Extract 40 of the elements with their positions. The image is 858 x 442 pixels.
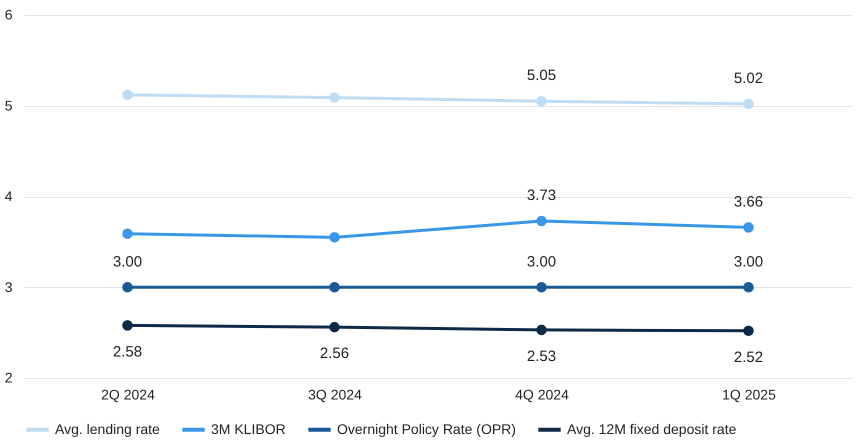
point xyxy=(329,232,340,243)
x-tick-label: 2Q 2024 xyxy=(101,386,156,402)
data-label: 5.02 xyxy=(734,70,764,87)
data-label: 3.66 xyxy=(734,193,764,210)
legend-label: Overnight Policy Rate (OPR) xyxy=(337,420,516,437)
point xyxy=(329,322,340,332)
data-label: 2.58 xyxy=(112,343,142,360)
point xyxy=(122,90,133,100)
point xyxy=(743,326,754,336)
data-label: 3.00 xyxy=(112,253,142,270)
y-tick-label: 5 xyxy=(4,97,13,114)
y-tick-label: 6 xyxy=(4,6,13,22)
point xyxy=(536,216,547,226)
point xyxy=(122,320,133,331)
point xyxy=(329,282,340,292)
point xyxy=(536,96,547,106)
data-label: 2.56 xyxy=(320,345,350,362)
data-label: 3.73 xyxy=(526,187,556,204)
point xyxy=(122,282,133,292)
point xyxy=(536,282,547,292)
y-tick-label: 2 xyxy=(4,370,13,386)
point xyxy=(743,98,754,110)
data-label: 2.52 xyxy=(734,348,764,366)
x-tick-label: 4Q 2024 xyxy=(515,386,570,402)
legend-label: 3M KLIBOR xyxy=(211,420,286,437)
point xyxy=(743,222,754,233)
x-tick-label: 1Q 2025 xyxy=(722,386,776,402)
point xyxy=(743,282,754,292)
point xyxy=(329,92,340,103)
data-label: 3.00 xyxy=(734,253,764,270)
legend-label: Avg. lending rate xyxy=(55,420,160,437)
data-label: 5.05 xyxy=(526,67,556,84)
data-label: 2.53 xyxy=(526,348,556,365)
data-label: 3.00 xyxy=(526,253,556,270)
y-tick-label: 3 xyxy=(4,278,13,295)
legend-label: Avg. 12M fixed deposit rate xyxy=(567,420,737,437)
point xyxy=(122,228,133,239)
point xyxy=(536,324,547,336)
x-tick-label: 3Q 2024 xyxy=(308,386,362,402)
y-tick-label: 4 xyxy=(4,188,13,204)
